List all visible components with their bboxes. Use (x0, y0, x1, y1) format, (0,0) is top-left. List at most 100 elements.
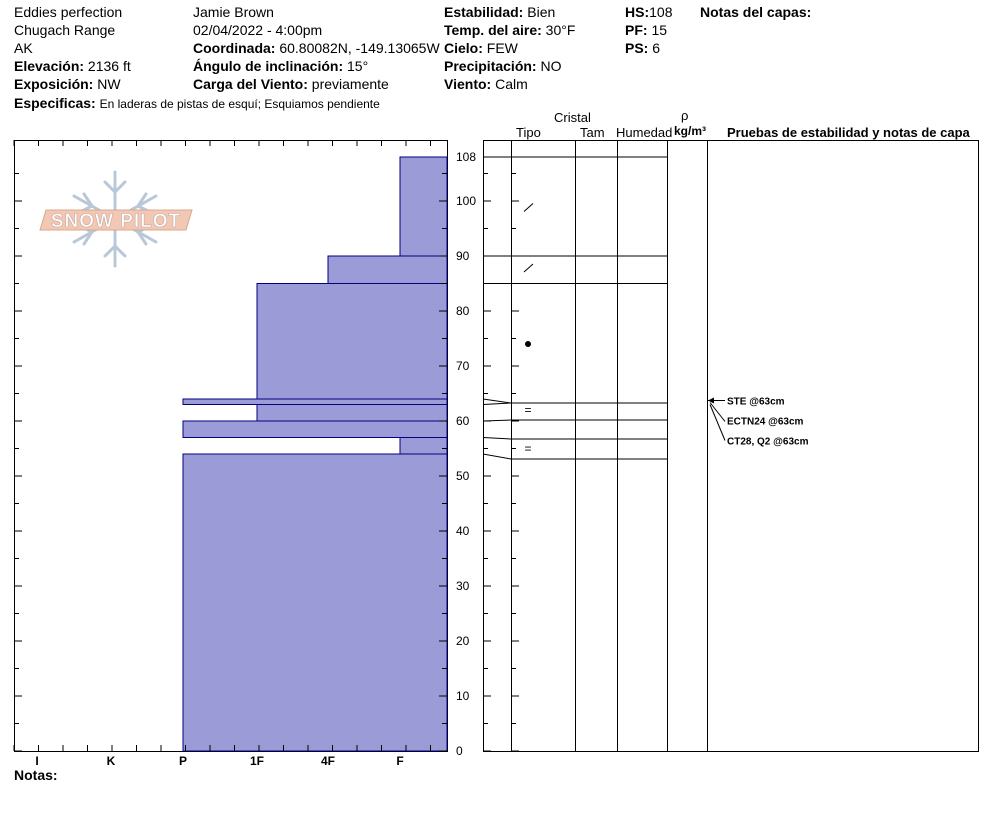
wind-load: Carga del Viento: previamente (193, 76, 389, 92)
grain-symbols: == (523, 203, 534, 456)
observer: Jamie Brown (193, 4, 274, 20)
height-label: 90 (456, 249, 470, 263)
pf-value: 15 (651, 22, 668, 38)
height-label: 0 (456, 744, 463, 758)
sky-label: Cielo: (444, 40, 483, 56)
test-arrow-line (709, 404, 726, 441)
height-label: 30 (456, 579, 470, 593)
col-tests: Pruebas de estabilidad y notas de capa (727, 125, 970, 141)
incline: Ángulo de inclinación: 15° (193, 58, 368, 74)
precipitation: Precipitación: NO (444, 58, 561, 74)
stability-test-label: ECTN24 @63cm (727, 417, 804, 428)
snowpilot-logo: SNOW PILOT (39, 170, 193, 268)
precip-value: NO (540, 58, 562, 74)
precip-label: Precipitación: (444, 58, 537, 74)
wind-value: Calm (495, 76, 528, 92)
grain-rounded-icon (525, 341, 531, 347)
hardness-label-4F: 4F (321, 754, 335, 768)
stability-tests: STE @63cm ECTN24 @63cm CT28, Q2 @63cm (708, 397, 809, 448)
height-label: 80 (456, 304, 470, 318)
hardness-label-P: P (179, 754, 187, 768)
hardness-bar-1 (399, 437, 448, 455)
aspect-label: Exposición: (14, 76, 94, 92)
grain-faceted-icon (523, 263, 534, 273)
hs: HS:108 (625, 4, 672, 20)
hardness-bar-0 (182, 453, 448, 752)
specifics: Especificas: En laderas de pistas de esq… (14, 95, 380, 112)
table-layer-connector (482, 453, 512, 460)
stability-value: Bien (527, 4, 556, 20)
table-layer-connector (482, 402, 512, 405)
elevation-label: Elevación: (14, 58, 85, 74)
col-rho: ρ (681, 108, 689, 123)
specifics-value: En laderas de pistas de esquí; Esquiamos… (99, 97, 380, 111)
wind-load-label: Carga del Viento: (193, 76, 308, 92)
notes-label: Notas: (14, 767, 58, 783)
hardness-bar-4 (182, 398, 448, 405)
hardness-bars (182, 156, 448, 752)
hardness-bar-2 (182, 420, 448, 438)
hardness-label-K: K (107, 754, 116, 768)
col-density-unit: kg/m³ (674, 124, 707, 138)
height-label: 108 (456, 150, 476, 164)
layer-table (483, 140, 979, 752)
grain-surface-hoar-icon: = (524, 442, 531, 456)
height-label: 70 (456, 359, 470, 373)
table-layer-connector (482, 437, 512, 440)
hardness-axis: I K P 1F 4F F (13, 140, 431, 768)
col-cristal: Cristal (554, 110, 591, 125)
hardness-bar-3 (256, 404, 448, 422)
test-arrow-icon (708, 397, 714, 404)
datetime: 02/04/2022 - 4:00pm (193, 22, 323, 38)
hs-label: HS: (625, 4, 650, 20)
col-tests-text: Pruebas de estabilidad y notas de capa (727, 125, 970, 140)
coordinate-value: 60.80082N, -149.13065W (279, 40, 440, 56)
hardness-label-F: F (396, 754, 403, 768)
table-layer-connector (482, 419, 512, 422)
hs-value: 108 (649, 4, 673, 20)
ps-value: 6 (652, 40, 661, 56)
wind: Viento: Calm (444, 76, 528, 92)
hardness-label-1F: 1F (250, 754, 264, 768)
test-arrow-line (709, 402, 726, 422)
hardness-bar-7 (399, 156, 448, 257)
layer-notes-label: Notas del capas: (700, 4, 811, 20)
height-label: 50 (456, 469, 470, 483)
grain-surface-hoar-icon: = (524, 403, 531, 417)
col-tipo: Tipo (516, 125, 541, 140)
pf: PF: 15 (625, 22, 667, 38)
sky: Cielo: FEW (444, 40, 518, 56)
hardness-bar-6 (327, 255, 448, 284)
elevation-value: 2136 ft (87, 58, 131, 74)
state-name: AK (14, 40, 33, 56)
stability-label: Estabilidad: (444, 4, 524, 20)
ps: PS: 6 (625, 40, 660, 56)
aspect-value: NW (97, 76, 121, 92)
notes-label-text: Notas: (14, 767, 58, 783)
range-name: Chugach Range (14, 22, 116, 38)
layer-notes-label-text: Notas del capas: (700, 4, 812, 20)
pf-label: PF: (625, 22, 648, 38)
height-label: 10 (456, 689, 470, 703)
hardness-bar-5 (256, 283, 448, 400)
stability: Estabilidad: Bien (444, 4, 555, 20)
grain-faceted-icon (523, 203, 534, 212)
wind-load-value: previamente (311, 76, 389, 92)
specifics-label: Especificas: (14, 95, 96, 111)
air-temp: Temp. del aire: 30°F (444, 22, 575, 38)
table-layer-connector (482, 398, 512, 404)
wind-label: Viento: (444, 76, 492, 92)
height-label: 60 (456, 414, 470, 428)
hardness-label-I: I (35, 754, 38, 768)
aspect: Exposición: NW (14, 76, 121, 92)
air-temp-label: Temp. del aire: (444, 22, 542, 38)
elevation: Elevación: 2136 ft (14, 58, 131, 74)
height-label: 100 (456, 194, 476, 208)
sky-value: FEW (486, 40, 518, 56)
col-humedad: Humedad (616, 125, 673, 140)
location-name: Eddies perfection (14, 4, 123, 20)
height-label: 20 (456, 634, 470, 648)
stability-test-label: STE @63cm (727, 397, 785, 408)
stability-test-label: CT28, Q2 @63cm (727, 437, 809, 448)
